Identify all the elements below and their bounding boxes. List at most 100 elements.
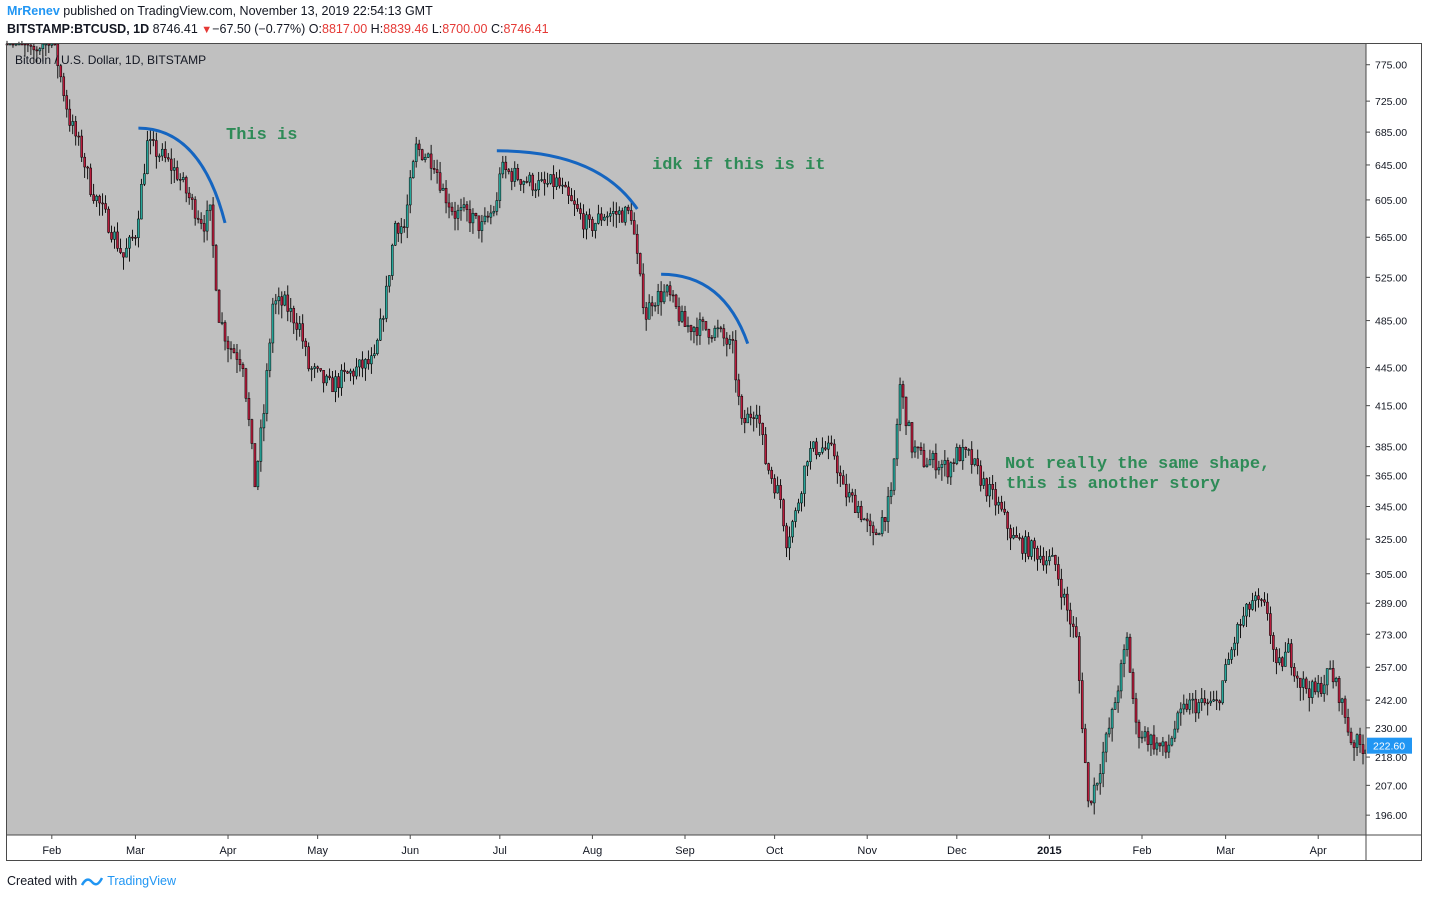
y-axis-panel[interactable]	[1366, 44, 1421, 860]
candle-down	[701, 319, 705, 322]
candle-up	[50, 43, 54, 46]
candle-up	[803, 465, 806, 494]
author-name[interactable]: MrRenev	[7, 4, 60, 18]
candle-up	[1197, 702, 1201, 714]
candle-up	[146, 140, 149, 175]
candle-up	[788, 536, 791, 549]
candle-down	[958, 447, 962, 462]
symbol-label: BITSTAMP:BTCUSD, 1D	[7, 22, 150, 36]
y-tick-label: 645.00	[1375, 160, 1407, 172]
candle-up	[561, 184, 564, 187]
candle-down	[1066, 593, 1069, 611]
candle-down	[166, 157, 170, 160]
candle-up	[44, 43, 48, 46]
candle-down	[883, 517, 887, 522]
candle-up	[928, 459, 932, 466]
candle-down	[749, 413, 753, 418]
candle-up	[1119, 663, 1123, 692]
candle-down	[53, 43, 57, 46]
candle-down	[570, 195, 573, 202]
candle-up	[149, 139, 152, 141]
y-tick-label: 207.00	[1375, 780, 1407, 792]
candle-up	[656, 290, 660, 306]
candle-down	[1083, 728, 1087, 763]
candle-down	[576, 204, 579, 210]
candle-down	[86, 166, 89, 169]
candle-down	[632, 220, 636, 235]
candle-down	[600, 213, 603, 221]
candle-down	[343, 369, 346, 372]
x-tick-label: Feb	[1133, 845, 1152, 857]
candle-down	[190, 197, 194, 200]
open-value: 8817.00	[322, 22, 368, 36]
candle-down	[98, 195, 101, 204]
candle-down	[29, 44, 33, 47]
candle-down	[101, 202, 104, 205]
candle-down	[704, 321, 708, 330]
candle-up	[597, 213, 600, 224]
candle-up	[492, 211, 496, 214]
candle-down	[164, 148, 167, 158]
curve-annotation	[661, 272, 750, 345]
candle-up	[1173, 728, 1177, 739]
x-axis-panel[interactable]	[7, 835, 1366, 860]
candle-up	[262, 413, 266, 429]
candle-up	[1107, 727, 1111, 735]
candle-up	[892, 458, 896, 491]
candle-down	[1272, 635, 1275, 650]
candle-up	[208, 204, 212, 211]
candle-down	[1346, 717, 1350, 733]
candle-down	[74, 121, 77, 137]
candle-down	[116, 231, 119, 249]
candle-down	[731, 339, 735, 341]
candle-down	[169, 158, 173, 171]
candle-up	[1101, 751, 1105, 774]
candle-up	[483, 215, 487, 222]
y-tick-label: 445.00	[1375, 363, 1407, 375]
candle-down	[241, 364, 245, 369]
candle-up	[158, 155, 161, 158]
x-tick-label: Feb	[42, 845, 61, 857]
candle-down	[1298, 677, 1302, 688]
last-price-label: 222.60	[1373, 741, 1405, 753]
candle-down	[615, 211, 618, 215]
candle-down	[26, 43, 30, 46]
tradingview-link[interactable]: TradingView	[107, 874, 176, 888]
candle-up	[961, 447, 965, 462]
candle-down	[985, 478, 988, 497]
candle-down	[1313, 681, 1317, 693]
candle-down	[226, 340, 230, 349]
candle-up	[886, 496, 890, 522]
candle-down	[719, 327, 723, 330]
candle-up	[713, 327, 717, 338]
candle-up	[313, 366, 316, 369]
candle-up	[1212, 699, 1215, 702]
candle-up	[955, 447, 959, 464]
candle-up	[1098, 773, 1102, 784]
candle-down	[119, 248, 122, 253]
close-label: C:	[490, 22, 504, 36]
x-tick-label: Mar	[1216, 845, 1235, 857]
annotations-layer: This is idk if this is it Not really the s…	[226, 126, 1270, 494]
candle-down	[1361, 744, 1365, 754]
y-tick-label: 605.00	[1375, 195, 1407, 207]
candle-up	[1039, 555, 1042, 560]
candle-up	[1301, 678, 1305, 688]
candle-up	[8, 43, 12, 46]
candle-down	[235, 352, 239, 360]
candle-down	[486, 215, 490, 218]
tradingview-logo-icon[interactable]	[81, 874, 104, 888]
y-tick-label: 196.00	[1375, 810, 1407, 822]
candle-up	[877, 533, 881, 536]
candle-up	[1355, 734, 1359, 748]
candle-down	[588, 214, 591, 220]
candle-down	[1060, 578, 1063, 598]
candle-up	[1236, 624, 1239, 644]
candle-down	[844, 483, 848, 498]
candle-down	[438, 172, 442, 191]
plot-area[interactable]	[7, 44, 1366, 835]
candle-down	[504, 161, 508, 170]
candle-down	[767, 463, 770, 471]
candle-up	[686, 325, 690, 327]
